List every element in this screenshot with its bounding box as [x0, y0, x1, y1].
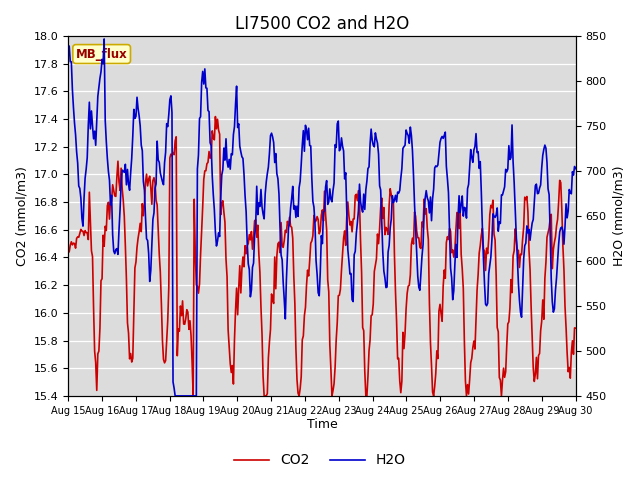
- CO2: [280, 238, 288, 243]
- CO2: [64, 250, 72, 256]
- Y-axis label: CO2 (mmol/m3): CO2 (mmol/m3): [15, 166, 28, 266]
- H2O: [439, 135, 447, 141]
- H2O: [64, 44, 72, 49]
- Legend: CO2, H2O: CO2, H2O: [228, 448, 412, 473]
- H2O: [224, 164, 232, 170]
- CO2: [572, 325, 579, 331]
- H2O: [100, 36, 108, 42]
- Y-axis label: H2O (mmol/m3): H2O (mmol/m3): [612, 166, 625, 266]
- CO2: [260, 393, 268, 399]
- Text: MB_flux: MB_flux: [76, 48, 127, 60]
- Line: CO2: CO2: [68, 117, 575, 396]
- CO2: [212, 114, 220, 120]
- H2O: [374, 151, 382, 157]
- CO2: [223, 274, 231, 279]
- H2O: [280, 297, 288, 303]
- CO2: [439, 284, 447, 289]
- H2O: [527, 228, 535, 234]
- H2O: [572, 166, 579, 171]
- Line: H2O: H2O: [68, 39, 575, 396]
- CO2: [350, 216, 358, 222]
- CO2: [527, 303, 535, 309]
- CO2: [374, 241, 382, 247]
- X-axis label: Time: Time: [307, 419, 337, 432]
- Title: LI7500 CO2 and H2O: LI7500 CO2 and H2O: [235, 15, 409, 33]
- H2O: [172, 393, 179, 399]
- H2O: [350, 252, 358, 258]
